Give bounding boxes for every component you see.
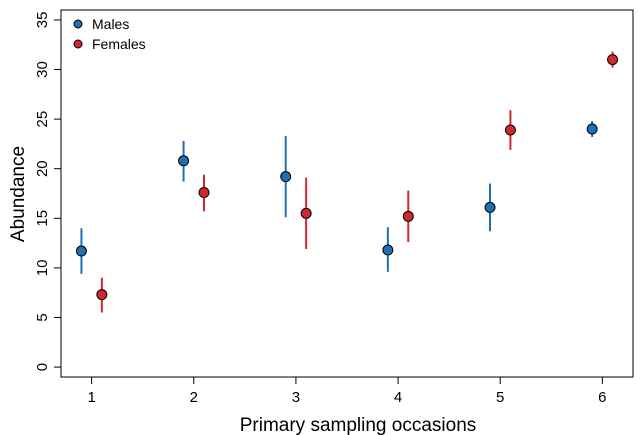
y-tick-label-10: 10 <box>34 260 51 277</box>
y-tick-label-35: 35 <box>34 12 51 29</box>
x-tick-label-4: 4 <box>394 389 402 406</box>
legend-label-males: Males <box>92 16 129 32</box>
series-males <box>75 121 598 274</box>
legend: Males Females <box>73 16 146 52</box>
females-point-6 <box>607 54 619 66</box>
males-point-5 <box>484 201 496 213</box>
females-point-2 <box>198 187 210 199</box>
males-point-3 <box>280 171 292 183</box>
plot-frame <box>60 9 634 378</box>
x-axis-title: Primary sampling occasions <box>240 415 477 435</box>
females-point-1 <box>96 289 108 301</box>
series-layer <box>75 51 619 313</box>
x-tick-label-5: 5 <box>496 389 504 406</box>
legend-label-females: Females <box>92 36 146 52</box>
x-tick-label-1: 1 <box>87 389 95 406</box>
legend-marker-females <box>73 39 83 49</box>
females-point-5 <box>504 124 516 136</box>
females-point-4 <box>402 210 414 222</box>
y-tick-label-20: 20 <box>34 160 51 177</box>
x-axis: 1 2 3 4 5 6 <box>87 377 607 406</box>
males-point-6 <box>586 123 598 135</box>
y-tick-label-5: 5 <box>34 313 51 321</box>
males-point-2 <box>178 155 190 167</box>
males-point-4 <box>382 244 394 256</box>
legend-marker-males <box>73 19 83 29</box>
y-tick-label-30: 30 <box>34 61 51 78</box>
y-tick-label-15: 15 <box>34 210 51 227</box>
x-tick-label-3: 3 <box>292 389 300 406</box>
y-tick-label-0: 0 <box>34 363 51 371</box>
x-tick-label-6: 6 <box>598 389 606 406</box>
y-axis-title: Abundance <box>8 146 29 242</box>
series-females <box>96 51 619 313</box>
females-point-3 <box>300 207 312 219</box>
x-tick-label-2: 2 <box>190 389 198 406</box>
males-point-1 <box>75 245 87 257</box>
y-axis: 0 5 10 15 20 25 30 35 <box>34 12 61 371</box>
y-tick-label-25: 25 <box>34 111 51 128</box>
